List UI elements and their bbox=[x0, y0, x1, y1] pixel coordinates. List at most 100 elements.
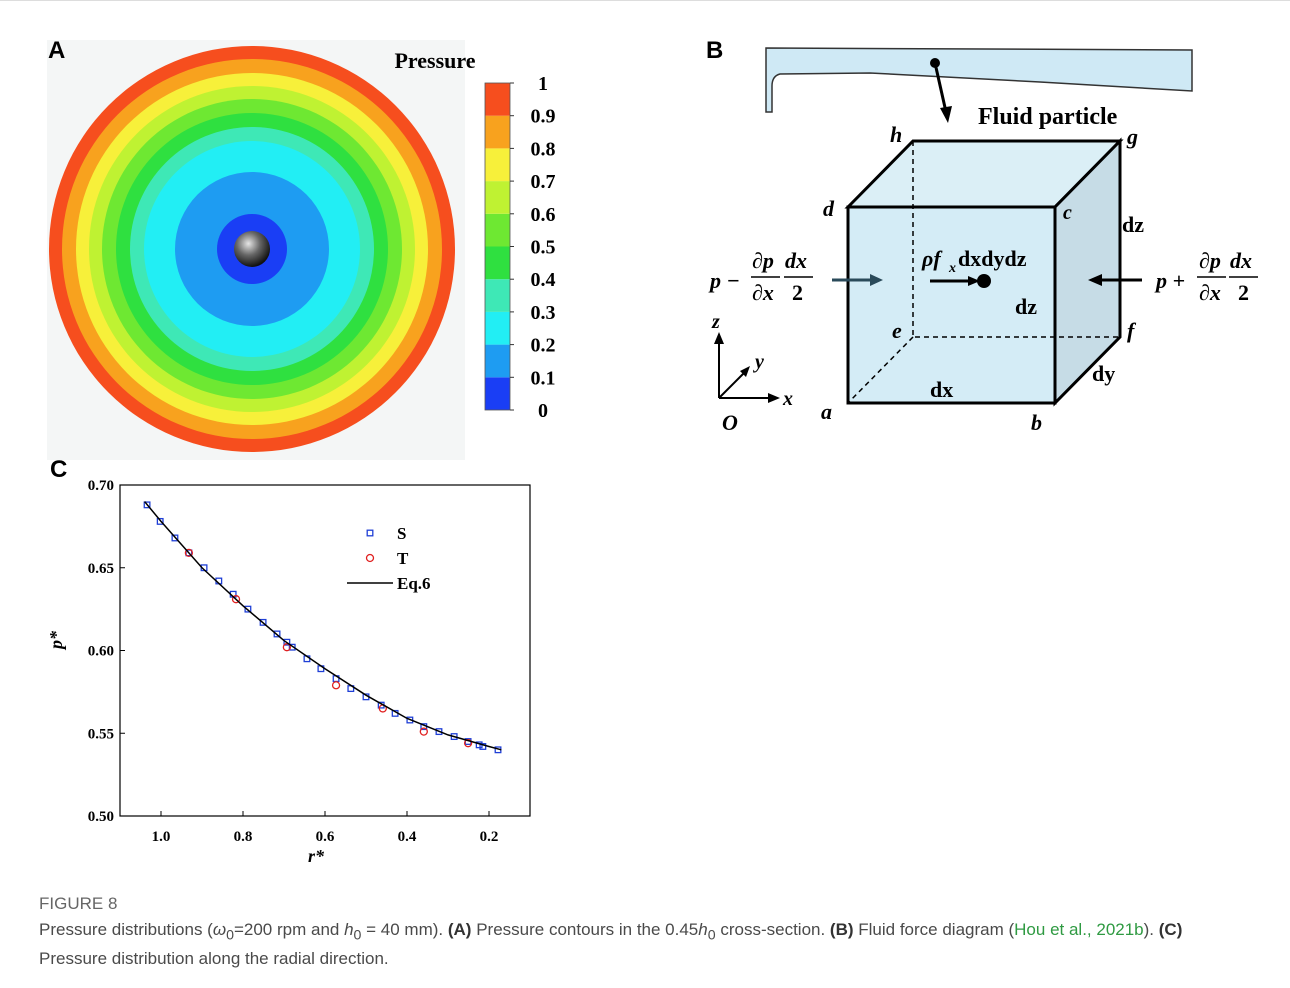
plot-frame bbox=[119, 484, 531, 817]
axis-name: x bbox=[782, 388, 793, 410]
colorbar-tick-label: 0 bbox=[538, 400, 548, 422]
force-term: dx bbox=[785, 248, 807, 273]
force-term: 2 bbox=[1238, 280, 1249, 305]
hidden-edges bbox=[847, 141, 1120, 404]
caption-sub: 0 bbox=[226, 927, 234, 944]
point bbox=[156, 517, 164, 525]
vertex-label: e bbox=[892, 318, 902, 343]
force-term: ∂x bbox=[1199, 280, 1221, 305]
caption-symbol: ω bbox=[212, 920, 227, 939]
colorbar-band bbox=[485, 115, 510, 149]
edge-label: dz bbox=[1122, 212, 1144, 237]
caption-panel: (A) bbox=[447, 920, 472, 939]
legend-marker bbox=[366, 529, 374, 537]
cube-front bbox=[846, 205, 1057, 405]
force-term: p + bbox=[1154, 268, 1185, 293]
particle-dot bbox=[977, 274, 991, 288]
caption-text: Fluid force diagram ( bbox=[853, 920, 1015, 939]
colorbar-band bbox=[485, 83, 510, 116]
colorbar-title: Pressure bbox=[394, 48, 475, 73]
y-tick-label: 0.70 bbox=[88, 478, 114, 494]
center-shaft bbox=[234, 231, 270, 267]
colorbar-band bbox=[485, 148, 510, 182]
point bbox=[273, 630, 281, 638]
chart: 1.0 0.8 0.6 0.4 0.2 0.50 0.55 0.60 0.65 0.70 ST Eq.… bbox=[88, 478, 502, 845]
colorbar: 0 0.1 0.2 0.3 0.4 0.5 0.6 0.7 0.8 0.9 1 bbox=[484, 73, 556, 422]
y-tick-label: 0.65 bbox=[88, 561, 114, 577]
colorbar-tick-label: 0.6 bbox=[531, 204, 556, 226]
y-tick-label: 0.50 bbox=[88, 809, 114, 825]
caption: FIGURE 8 Pressure distributions (ω0=200 … bbox=[39, 892, 1239, 971]
x-tick-label: 0.6 bbox=[316, 829, 335, 845]
fit-line bbox=[144, 501, 502, 751]
colorbar-band bbox=[485, 213, 510, 247]
force-term: 2 bbox=[792, 280, 803, 305]
vertex-label: g bbox=[1126, 124, 1138, 149]
legend-label: T bbox=[397, 549, 409, 568]
caption-text: = 40 mm). bbox=[361, 920, 448, 939]
colorbar-tick-label: 0.7 bbox=[531, 171, 556, 193]
caption-text: Pressure distribution along the radial d… bbox=[39, 949, 389, 969]
y-tick-label: 0.55 bbox=[88, 726, 114, 742]
caption-text: Pressure contours in the 0.45 bbox=[471, 920, 699, 939]
force-term: ∂p bbox=[752, 248, 774, 273]
caption-symbol: h bbox=[344, 920, 354, 939]
axis-name: O bbox=[722, 410, 738, 435]
axes-lines bbox=[718, 340, 772, 399]
colorbar-band bbox=[485, 344, 510, 378]
colorbar-tick-label: 0.9 bbox=[531, 106, 556, 128]
force-term: dx bbox=[1230, 248, 1252, 273]
legend-marker bbox=[365, 553, 375, 563]
figure: A Pressure 0 0.1 0.2 0.3 0.4 0.5 0.6 0.7 0.8 0.9 1… bbox=[46, 37, 1258, 866]
vertex-label: f bbox=[1127, 318, 1137, 343]
force-arrowhead bbox=[968, 276, 980, 286]
point bbox=[463, 739, 473, 748]
force-term: ∂p bbox=[1199, 248, 1221, 273]
panel-label: B bbox=[706, 37, 723, 64]
vertex-label: d bbox=[823, 196, 835, 221]
edge-label: dy bbox=[1092, 361, 1115, 386]
fluid-particle-label: Fluid particle bbox=[978, 104, 1118, 130]
caption-text: ). bbox=[1143, 920, 1159, 939]
vertex-label: b bbox=[1031, 410, 1042, 435]
body-force: dxdydz bbox=[958, 246, 1027, 271]
vertex-label: c bbox=[1063, 202, 1072, 224]
colorbar-tick-label: 0.5 bbox=[531, 237, 556, 259]
point bbox=[331, 681, 341, 690]
x-tick-label: 0.4 bbox=[398, 829, 417, 845]
x-axis-label: r* bbox=[308, 846, 325, 866]
vertex-label: h bbox=[890, 122, 902, 147]
axis-name: y bbox=[753, 351, 764, 373]
figure-number: FIGURE 8 bbox=[39, 894, 118, 913]
point bbox=[282, 643, 292, 652]
force-term: ∂x bbox=[752, 280, 774, 305]
citation-link[interactable]: Hou et al., 2021b bbox=[1014, 920, 1144, 939]
point bbox=[288, 643, 296, 651]
colorbar-band bbox=[485, 279, 510, 312]
arrowhead bbox=[940, 106, 952, 123]
colorbar-band bbox=[485, 181, 510, 214]
caption-sub: 0 bbox=[353, 927, 362, 944]
panel-label: C bbox=[50, 456, 67, 483]
point bbox=[171, 534, 179, 542]
colorbar-tick-label: 0.3 bbox=[531, 302, 556, 324]
edge-label: dz bbox=[1015, 294, 1037, 319]
colorbar-band bbox=[485, 377, 510, 410]
caption-panel: (B) bbox=[829, 920, 854, 939]
axes-heads bbox=[714, 332, 780, 403]
point bbox=[419, 727, 428, 736]
point bbox=[184, 548, 194, 558]
y-tick-label: 0.60 bbox=[88, 644, 114, 660]
colorbar-tick-label: 0.2 bbox=[531, 335, 556, 357]
point bbox=[244, 605, 252, 613]
axis-name: z bbox=[711, 311, 720, 333]
point bbox=[479, 743, 487, 750]
point bbox=[259, 618, 267, 626]
force-arrowhead bbox=[870, 274, 883, 286]
colorbar-tick-label: 0.4 bbox=[531, 269, 556, 291]
x-tick-label: 0.2 bbox=[480, 829, 499, 845]
colorbar-band bbox=[485, 246, 510, 280]
edge-label: dx bbox=[930, 377, 953, 402]
vertex-label: a bbox=[821, 399, 832, 424]
